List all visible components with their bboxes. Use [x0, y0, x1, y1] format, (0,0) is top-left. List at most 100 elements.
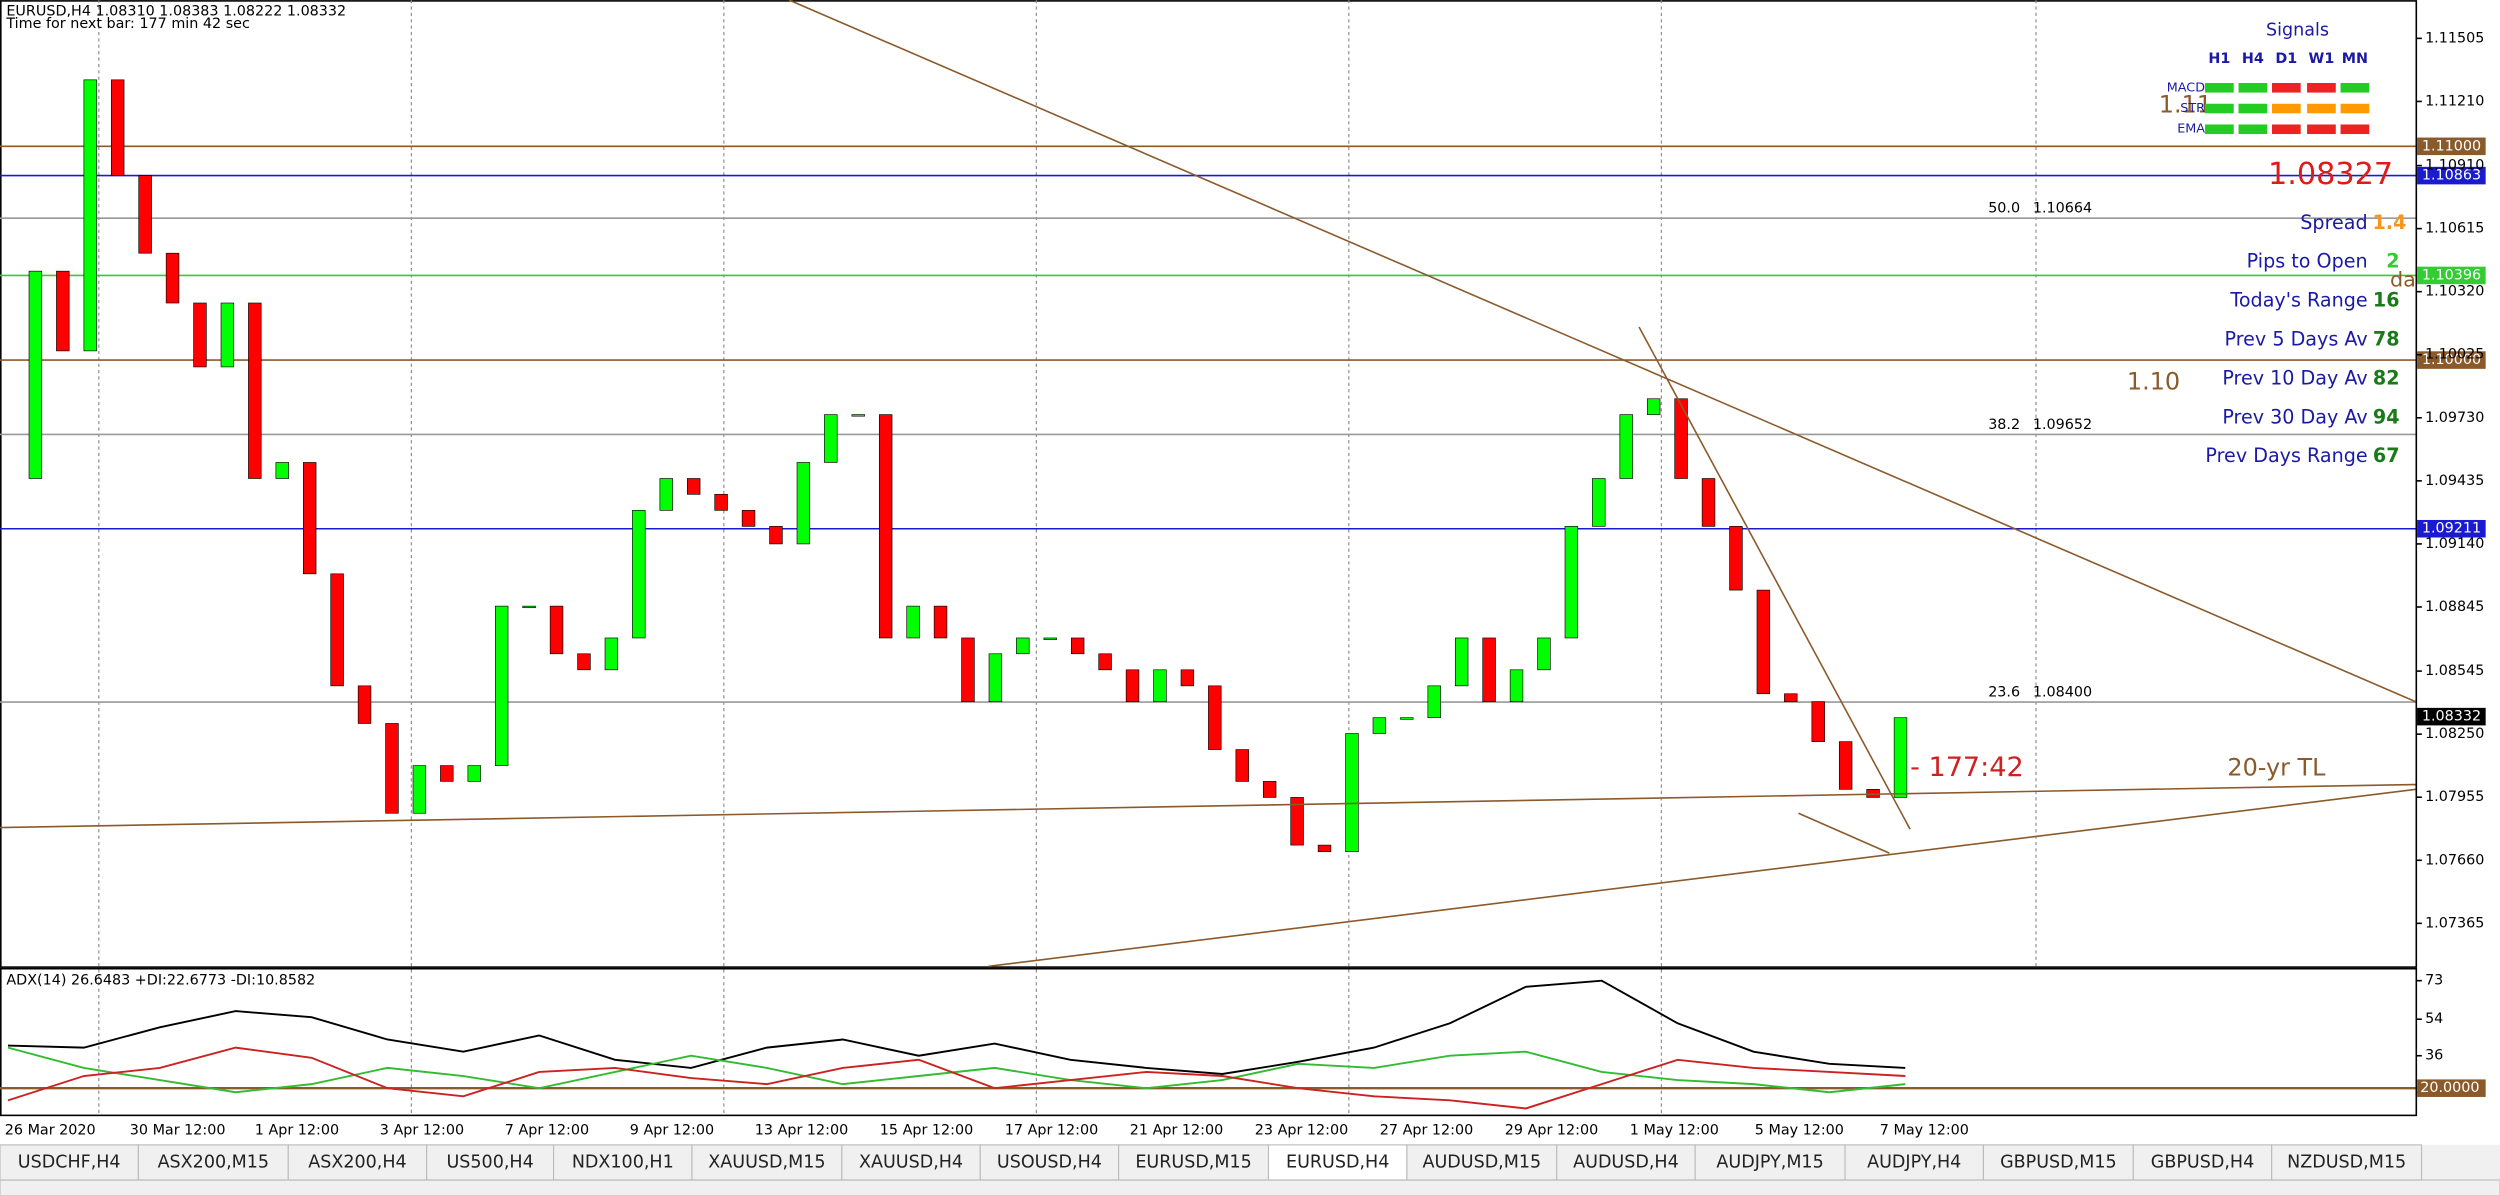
candle — [1756, 589, 1771, 695]
fib-ratio: 23.6 — [1988, 685, 2020, 701]
tab[interactable] — [426, 1144, 555, 1181]
trendline — [1798, 812, 1890, 854]
y-tick-label: 1.10910 — [2425, 158, 2484, 174]
candle — [1592, 478, 1606, 527]
candle — [1674, 398, 1688, 479]
tab[interactable] — [1406, 1144, 1558, 1181]
tab-label: NDX100,H1 — [572, 1152, 674, 1172]
x-tick-label: 30 Mar 12:00 — [130, 1123, 226, 1139]
tab[interactable] — [691, 1144, 843, 1181]
tabs: USDCHF,H4 ASX200,M15 ASX200,H4 US500,H4 NDX1… — [0, 1144, 2423, 1181]
signal-row-label: STR — [2180, 101, 2205, 116]
adx-line — [7, 979, 1906, 1075]
signal-cell — [2272, 124, 2301, 135]
signal-cell — [2340, 83, 2370, 93]
signal-column: W1 — [2309, 51, 2335, 67]
tab[interactable] — [137, 1144, 289, 1181]
candle — [577, 653, 591, 671]
tab[interactable] — [0, 1144, 139, 1181]
tab-label: GBPUSD,M15 — [2000, 1152, 2117, 1172]
candle — [796, 462, 811, 545]
stat-label: Prev 5 Days Av — [2225, 328, 2368, 351]
y-tick-label: 1.09140 — [2425, 536, 2484, 552]
level-box — [2417, 266, 2486, 285]
tab[interactable] — [841, 1144, 981, 1181]
tab-label: AUDUSD,M15 — [1422, 1152, 1541, 1172]
candle — [961, 637, 975, 702]
tab[interactable] — [1982, 1144, 2134, 1181]
stat-value: 82 — [2373, 366, 2400, 389]
candle — [248, 302, 262, 479]
candle — [1427, 685, 1441, 719]
current-price-big: 1.08327 — [2268, 157, 2393, 192]
stat-value: 67 — [2373, 444, 2400, 467]
candle — [549, 605, 564, 655]
stat-label: Prev 10 Day Av — [2222, 366, 2367, 389]
candle — [1235, 749, 1249, 782]
symbol-line: EURUSD,H4 1.08310 1.08383 1.08222 1.0833… — [6, 3, 346, 19]
stat-label: Pips to Open — [2247, 250, 2368, 273]
x-tick-label: 1 May 12:00 — [1630, 1123, 1719, 1139]
y-tick-label: 1.09435 — [2425, 473, 2484, 489]
signal-column: D1 — [2275, 51, 2297, 67]
stat-label: Prev 30 Day Av — [2222, 405, 2367, 428]
candle — [1372, 717, 1387, 734]
candle — [220, 302, 235, 368]
x-tick-label: 9 Apr 12:00 — [630, 1123, 714, 1139]
level-label: 1.10396 — [2422, 267, 2481, 283]
signal-column: MN — [2342, 51, 2368, 67]
annotation: 1.11 — [2159, 90, 2212, 118]
tab-label: GBPUSD,H4 — [2151, 1152, 2254, 1172]
candle — [1290, 797, 1304, 846]
candle — [1838, 741, 1853, 790]
y-tick-label: 1.08845 — [2425, 599, 2484, 615]
tab-label: AUDJPY,H4 — [1867, 1152, 1961, 1172]
candle — [1811, 701, 1825, 742]
candle — [1043, 637, 1057, 640]
tab[interactable] — [553, 1144, 693, 1181]
candle — [1208, 685, 1222, 750]
x-tick-label: 5 May 12:00 — [1755, 1123, 1844, 1139]
tab[interactable] — [1118, 1144, 1270, 1181]
timer: Time for next bar: 177 min 42 sec — [5, 16, 250, 32]
level-label: 1.10863 — [2422, 168, 2481, 184]
main-pane — [0, 0, 2418, 968]
candle — [138, 175, 152, 254]
candle — [1180, 669, 1195, 687]
tab-label: NZDUSD,M15 — [2287, 1152, 2406, 1172]
signal-cell — [2272, 83, 2301, 93]
candle — [824, 414, 838, 463]
candle — [1098, 653, 1112, 671]
y-tick-label: 1.07955 — [2425, 789, 2484, 805]
candle — [494, 605, 509, 766]
tab[interactable] — [287, 1144, 428, 1181]
adx-line — [7, 1046, 1906, 1110]
signal-cell — [2340, 124, 2370, 135]
tab[interactable] — [1844, 1144, 1984, 1181]
tab[interactable] — [2271, 1144, 2423, 1181]
signal-column: H1 — [2208, 51, 2230, 67]
adx-label: ADX(14) 26.6483 +DI:22.6773 -DI:10.8582 — [6, 973, 315, 989]
signal-cell — [2307, 83, 2336, 93]
candle — [1125, 669, 1140, 702]
candle — [56, 270, 70, 352]
signal-cell — [2205, 83, 2234, 93]
candle — [851, 414, 865, 417]
x-tick-label: 26 Mar 2020 — [5, 1123, 96, 1139]
trendline — [0, 783, 2416, 829]
annotation: 1.10 — [2127, 368, 2180, 396]
candles — [28, 79, 1908, 853]
adx-line — [7, 1046, 1906, 1094]
tab-label: ASX200,M15 — [158, 1152, 270, 1172]
current-price-box — [2417, 707, 2486, 726]
tab-label: XAUUSD,H4 — [859, 1152, 963, 1172]
candle — [1619, 414, 1633, 479]
signal-cell — [2340, 103, 2370, 114]
annotation: da — [2390, 268, 2416, 292]
fib-value: 1.09652 — [2033, 417, 2092, 433]
tab-label: EURUSD,M15 — [1135, 1152, 1251, 1172]
candle — [522, 605, 536, 609]
candle — [1564, 526, 1579, 639]
annotation: 20-yr TL — [2227, 754, 2326, 782]
